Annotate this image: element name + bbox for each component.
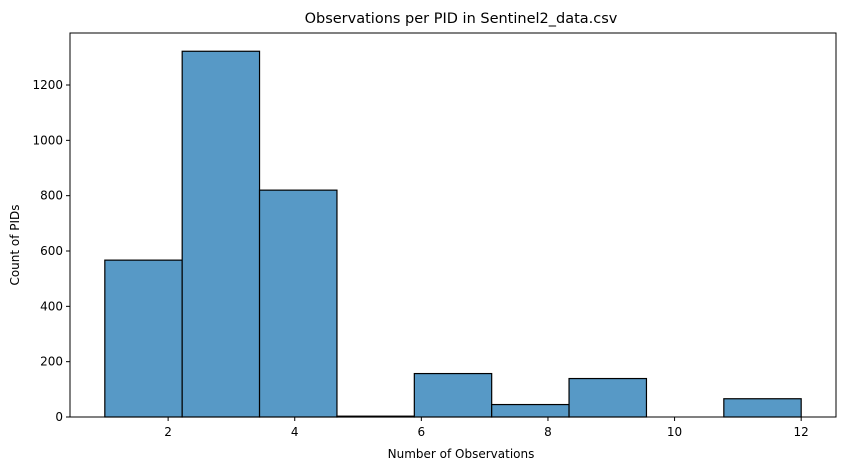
histogram-bar-3 <box>258 189 338 418</box>
x-tick-label: 12 <box>794 425 809 439</box>
x-tick-label: 6 <box>418 425 426 439</box>
y-tick-label: 1200 <box>32 78 63 92</box>
y-axis-ticks: 0 200 400 600 800 1000 1200 <box>32 78 70 424</box>
y-tick-label: 0 <box>55 410 63 424</box>
y-tick-label: 600 <box>40 244 63 258</box>
y-tick-label: 200 <box>40 355 63 369</box>
y-tick-label: 800 <box>40 189 63 203</box>
chart-title: Observations per PID in Sentinel2_data.c… <box>305 11 618 27</box>
bars-group <box>104 50 802 418</box>
x-tick-label: 2 <box>164 425 172 439</box>
x-tick-label: 8 <box>544 425 552 439</box>
histogram-bar-7 <box>568 377 648 418</box>
histogram-bar-5 <box>413 372 493 418</box>
y-tick-label: 1000 <box>32 133 63 147</box>
x-tick-label: 10 <box>667 425 682 439</box>
histogram-bar-1 <box>104 259 183 418</box>
y-tick-label: 400 <box>40 299 63 313</box>
histogram-bar-2 <box>181 50 261 418</box>
x-axis-ticks: 2 4 6 8 10 12 <box>164 417 809 439</box>
histogram-bar-9 <box>723 398 802 418</box>
x-axis-label: Number of Observations <box>388 447 535 461</box>
y-axis-label: Count of PIDs <box>8 204 22 285</box>
plot-frame <box>69 32 837 418</box>
x-tick-label: 4 <box>291 425 299 439</box>
histogram-bar-6 <box>491 403 570 418</box>
